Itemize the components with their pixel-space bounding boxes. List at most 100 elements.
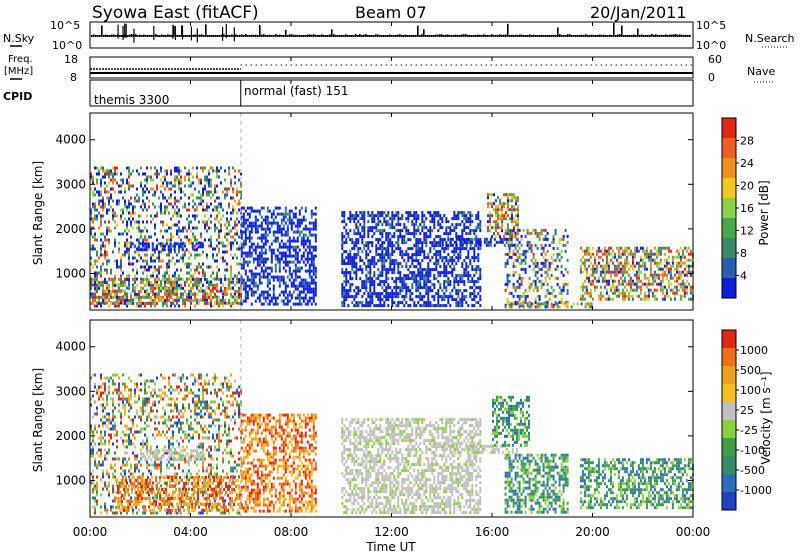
heatmap-cell xyxy=(465,217,468,221)
heatmap-cell xyxy=(262,245,265,249)
heatmap-cell xyxy=(94,304,96,308)
heatmap-cell xyxy=(665,246,668,250)
heatmap-cell xyxy=(92,178,94,182)
heatmap-cell xyxy=(136,226,138,230)
heatmap-cell xyxy=(264,257,267,261)
colorbar-tick-label: 24 xyxy=(740,157,754,170)
heatmap-cell xyxy=(278,224,281,228)
heatmap-cell xyxy=(623,249,626,253)
heatmap-cell xyxy=(274,302,277,306)
heatmap-cell xyxy=(509,193,511,197)
heatmap-cell xyxy=(142,187,144,191)
heatmap-cell xyxy=(268,266,271,270)
heatmap-cell xyxy=(443,283,446,287)
heatmap-cell xyxy=(437,214,440,218)
heatmap-cell xyxy=(183,242,186,246)
heatmap-cell xyxy=(449,280,452,284)
heatmap-cell xyxy=(395,280,398,284)
heatmap-cell xyxy=(513,243,516,247)
heatmap-cell xyxy=(206,301,208,305)
heatmap-cell xyxy=(359,247,362,251)
heatmap-cell xyxy=(161,242,164,246)
heatmap-cell xyxy=(266,302,269,306)
heatmap-cell xyxy=(158,277,160,281)
heatmap-cell xyxy=(230,265,232,269)
heatmap-cell xyxy=(651,273,654,277)
heatmap-cell xyxy=(164,211,166,215)
heatmap-cell xyxy=(248,221,251,225)
heatmap-cell xyxy=(153,248,156,252)
heatmap-cell xyxy=(220,226,222,230)
heatmap-cell xyxy=(310,281,313,285)
heatmap-cell xyxy=(174,202,176,206)
heatmap-cell xyxy=(463,298,466,302)
heatmap-cell xyxy=(134,274,136,278)
heatmap-cell xyxy=(200,196,202,200)
heatmap-cell xyxy=(112,214,114,218)
heatmap-cell xyxy=(383,241,386,245)
heatmap-cell xyxy=(144,205,146,209)
heatmap-cell xyxy=(232,235,234,239)
heatmap-cell xyxy=(511,232,513,236)
heatmap-cell xyxy=(665,288,668,292)
heatmap-cell xyxy=(288,239,291,243)
heatmap-cell xyxy=(190,280,192,284)
heatmap-cell xyxy=(421,304,424,308)
heatmap-cell xyxy=(508,228,511,232)
heatmap-cell xyxy=(174,289,176,293)
heatmap-cell xyxy=(419,271,422,275)
heatmap-cell xyxy=(114,220,116,224)
heatmap-cell xyxy=(463,283,466,287)
heatmap-cell xyxy=(345,298,348,302)
heatmap-cell xyxy=(300,242,303,246)
heatmap-cell xyxy=(292,278,295,282)
heatmap-cell xyxy=(288,245,291,249)
heatmap-cell xyxy=(180,175,182,179)
heatmap-cell xyxy=(236,280,238,284)
heatmap-cell xyxy=(140,232,142,236)
heatmap-cell xyxy=(507,229,509,233)
heatmap-cell xyxy=(92,373,94,377)
heatmap-cell xyxy=(252,293,255,297)
heatmap-cell xyxy=(246,212,249,216)
heatmap-cell xyxy=(459,223,462,227)
heatmap-cell xyxy=(276,221,279,225)
heatmap-cell xyxy=(639,285,642,289)
heatmap-cell xyxy=(407,211,410,215)
heatmap-cell xyxy=(506,282,509,286)
heatmap-cell xyxy=(347,259,350,263)
heatmap-cell xyxy=(423,250,426,254)
heatmap-cell xyxy=(200,181,202,185)
heatmap-cell xyxy=(98,397,100,401)
heatmap-cell xyxy=(407,289,410,293)
heatmap-cell xyxy=(188,256,190,260)
heatmap-cell xyxy=(154,259,156,263)
heatmap-cell xyxy=(455,262,458,266)
heatmap-cell xyxy=(433,274,436,278)
heatmap-cell xyxy=(415,244,418,248)
heatmap-cell xyxy=(94,505,96,509)
heatmap-cell xyxy=(341,256,344,260)
heatmap-cell xyxy=(274,275,277,279)
heatmap-cell xyxy=(520,234,523,238)
heatmap-cell xyxy=(363,211,366,215)
heatmap-cell xyxy=(473,253,476,257)
heatmap-cell xyxy=(139,248,142,252)
heatmap-cell xyxy=(677,264,680,268)
heatmap-cell xyxy=(234,199,236,203)
heatmap-cell xyxy=(232,280,234,284)
heatmap-cell xyxy=(286,299,289,303)
heatmap-cell xyxy=(657,273,660,277)
heatmap-cell xyxy=(471,265,474,269)
heatmap-cell xyxy=(399,301,402,305)
heatmap-cell xyxy=(425,217,428,221)
heatmap-cell xyxy=(298,209,301,213)
heatmap-cell xyxy=(134,196,136,200)
heatmap-cell xyxy=(341,214,344,218)
heatmap-cell xyxy=(505,214,507,218)
heatmap-cell xyxy=(102,244,104,248)
heatmap-cell xyxy=(244,218,247,222)
heatmap-cell xyxy=(96,259,98,263)
heatmap-cell xyxy=(206,295,208,299)
heatmap-cell xyxy=(367,265,370,269)
